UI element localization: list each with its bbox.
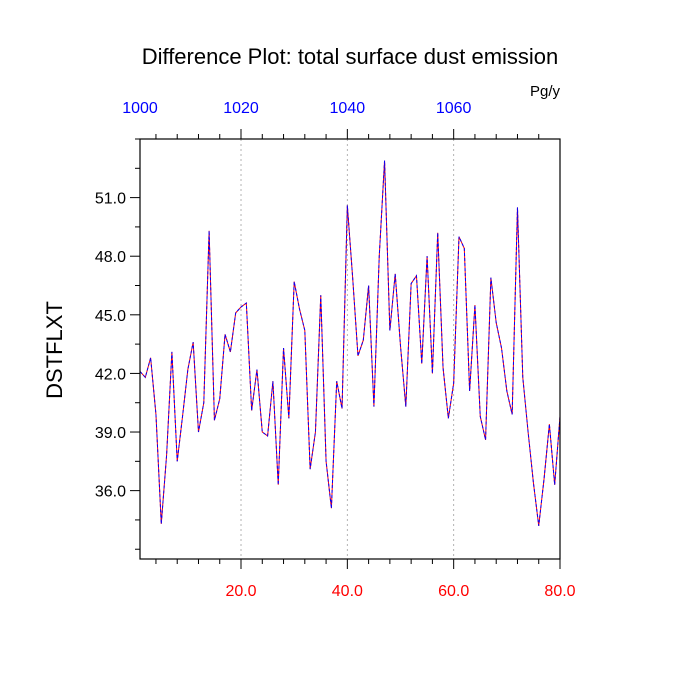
chart-title: Difference Plot: total surface dust emis…: [142, 44, 559, 69]
x-top-tick-label: 1040: [330, 100, 366, 117]
series-line-blue-dashed: [139, 160, 561, 526]
x-top-tick-label: 1000: [122, 100, 158, 117]
x-top-tick-label: 1060: [436, 100, 472, 117]
x-bottom-tick-label: 80.0: [544, 583, 575, 600]
units-label: Pg/y: [530, 83, 561, 100]
series-line-red: [139, 160, 561, 526]
y-tick-label: 51.0: [95, 191, 126, 208]
series-layer: [139, 160, 561, 526]
y-tick-label: 45.0: [95, 308, 126, 325]
x-bottom-tick-label: 60.0: [438, 583, 469, 600]
tick-layer: [130, 129, 561, 569]
y-tick-label: 42.0: [95, 366, 126, 383]
grid-layer: [240, 139, 455, 559]
y-tick-label: 48.0: [95, 249, 126, 266]
y-tick-label: 36.0: [95, 484, 126, 501]
x-bottom-tick-label: 20.0: [225, 583, 256, 600]
y-tick-label: 39.0: [95, 425, 126, 442]
plot-frame: [139, 138, 561, 560]
x-top-tick-label: 1020: [223, 100, 259, 117]
label-layer: 36.0 39.0 42.0 45.0 48.0 51.0 20.0 40.0 60.0 80.0…: [95, 100, 576, 600]
x-bottom-tick-label: 40.0: [332, 583, 363, 600]
y-axis-label: DSTFLXT: [42, 301, 67, 399]
